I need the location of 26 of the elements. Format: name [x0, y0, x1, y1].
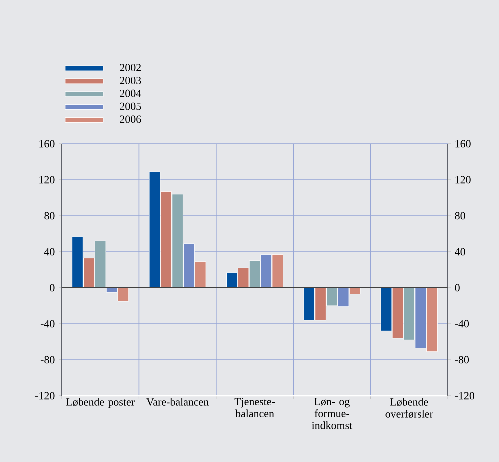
- y-tick-label: 120: [40, 176, 55, 184]
- y2-tick-label: -120: [455, 392, 475, 400]
- y2-tick-label: 0: [455, 284, 460, 292]
- y2-tick-label: -40: [455, 320, 470, 328]
- legend-label: 2005: [120, 102, 142, 110]
- y2-tick-label: 40: [455, 248, 466, 256]
- x-tick-label: Løbende overførsler: [386, 398, 434, 418]
- y2-tick-label: -80: [455, 356, 470, 364]
- legend-label: 2002: [120, 64, 141, 72]
- x-tick-label: Vare-balancen: [146, 398, 209, 406]
- legend-label: 2004: [120, 90, 142, 98]
- y2-tick-label: 80: [455, 212, 466, 220]
- y2-tick-label: 120: [456, 176, 471, 184]
- y-tick-label: 80: [44, 212, 55, 220]
- y-tick-label: -40: [40, 320, 55, 328]
- legend-label: 2006: [120, 116, 142, 124]
- y-tick-label: 40: [44, 248, 55, 256]
- y-tick-label: -80: [40, 356, 55, 364]
- x-tick-label: Løbende poster: [66, 398, 135, 408]
- y-tick-label: 0: [50, 284, 55, 292]
- y-tick-label: 160: [40, 140, 55, 148]
- y-tick-label: -120: [35, 392, 55, 400]
- x-tick-label: Tjeneste-balancen: [234, 398, 275, 418]
- x-tick-label: Løn- og formue-indkomst: [312, 398, 353, 430]
- y2-tick-label: 160: [456, 140, 471, 148]
- legend-label: 2003: [120, 77, 142, 84]
